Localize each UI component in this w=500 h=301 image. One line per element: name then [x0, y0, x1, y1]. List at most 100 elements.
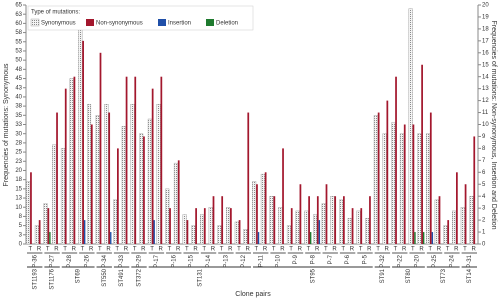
bar	[412, 124, 415, 244]
bar	[447, 220, 450, 244]
x-tick-label: T	[324, 247, 328, 253]
y-tick-label: 50	[15, 58, 22, 64]
bar	[30, 172, 32, 244]
bar	[121, 126, 126, 245]
bar	[318, 220, 321, 244]
bar	[282, 148, 284, 244]
bar	[113, 199, 118, 245]
bar	[147, 118, 152, 245]
bar	[260, 173, 265, 245]
bar	[34, 225, 39, 245]
y-tick-label: 53	[15, 49, 22, 55]
y2-tick-label: 3	[482, 206, 486, 212]
pair-label: P-28	[67, 254, 73, 267]
group-label: ST91	[380, 268, 386, 283]
bar	[351, 208, 354, 244]
y2-tick-label: 15	[482, 62, 489, 68]
bar	[73, 76, 76, 244]
bar	[473, 136, 476, 244]
y-tick-label: 10	[15, 205, 22, 211]
x-tick-label: T	[341, 247, 345, 253]
pair-label: P-27	[50, 254, 56, 267]
bar	[38, 220, 41, 244]
x-tick-label: R	[211, 247, 216, 253]
bar	[295, 210, 300, 245]
y-tick-label: 40	[15, 95, 22, 101]
pair-label: P-12	[241, 254, 247, 267]
bar	[256, 184, 258, 244]
x-tick-label: R	[419, 247, 424, 253]
bar	[273, 196, 276, 244]
y2-tick-label: 8	[482, 146, 486, 152]
bar	[130, 104, 135, 245]
legend-label: Non-synonymous	[96, 21, 143, 27]
y-tick-label: 63	[15, 12, 22, 18]
bar	[104, 104, 109, 245]
group-label: ST14	[467, 268, 473, 283]
bar	[286, 225, 291, 245]
y2-tick-label: 5	[482, 182, 486, 188]
pair-label: P-34	[102, 254, 108, 267]
bar	[417, 133, 422, 245]
y2-tick-label: 1	[482, 230, 486, 236]
x-tick-label: R	[280, 247, 285, 253]
y2-tick-label: 12	[482, 98, 489, 104]
bar	[369, 196, 371, 244]
y-axis-title: Frequencies of mutations: Synonymous	[3, 63, 10, 186]
bar	[165, 188, 170, 245]
legend-label: Deletion	[216, 21, 238, 27]
bar	[90, 124, 93, 244]
pair-label: P-29	[137, 254, 143, 267]
bar	[347, 218, 352, 245]
y-tick-label: 38	[15, 104, 22, 110]
group-label: ST80	[406, 268, 412, 283]
x-tick-label: T	[237, 247, 241, 253]
x-tick-label: T	[220, 247, 224, 253]
x-tick-label: T	[202, 247, 206, 253]
bar	[203, 208, 206, 244]
pair-label: P-33	[119, 254, 125, 267]
y2-axis-title: Frequencies of mutations: Non-synonymous…	[490, 21, 497, 230]
pair-label: P-5	[363, 254, 369, 264]
pair-label: P-26	[84, 254, 90, 267]
pair-label: P-15	[189, 254, 195, 267]
bar	[160, 76, 163, 244]
y-tick-label: 20	[15, 168, 22, 174]
x-tick-label: T	[272, 247, 276, 253]
bar	[153, 220, 155, 244]
pair-label: P-11	[258, 254, 264, 267]
bar	[414, 232, 416, 244]
bar	[431, 232, 434, 244]
legend-swatch	[86, 19, 94, 26]
y-tick-label: 55	[15, 39, 22, 45]
bar	[221, 196, 224, 244]
y-tick-label: 30	[15, 131, 22, 137]
y2-tick-label: 2	[482, 218, 486, 224]
y2-tick-label: 6	[482, 170, 486, 176]
bar	[325, 184, 328, 244]
y-tick-label: 18	[15, 177, 22, 183]
pair-label: P-36	[32, 254, 38, 267]
x-tick-label: R	[72, 247, 77, 253]
pair-label: P-8	[310, 254, 316, 264]
pair-label: P-25	[432, 254, 438, 267]
x-tick-label: R	[245, 247, 250, 253]
bar	[99, 52, 102, 244]
bar	[199, 214, 205, 245]
bar	[186, 220, 189, 244]
x-tick-label: T	[115, 247, 119, 253]
x-tick-label: T	[185, 247, 189, 253]
bar	[443, 225, 448, 245]
x-tick-label: T	[289, 247, 293, 253]
bar	[343, 196, 345, 244]
x-tick-label: T	[150, 247, 154, 253]
y-tick-label: 25	[15, 150, 22, 156]
bar	[243, 229, 248, 245]
x-tick-label: T	[46, 247, 50, 253]
bar	[290, 208, 293, 244]
bar	[391, 122, 396, 245]
y-tick-label: 33	[15, 122, 22, 128]
x-tick-label: T	[376, 247, 380, 253]
y-tick-label: 13	[15, 196, 22, 202]
legend-swatch	[30, 18, 40, 27]
